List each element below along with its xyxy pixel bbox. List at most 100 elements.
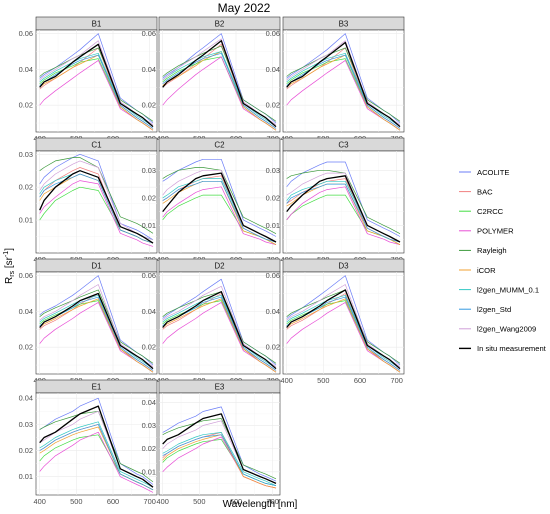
y-tick-label: 0.04 bbox=[142, 65, 156, 74]
legend-label: C2RCC bbox=[477, 207, 504, 216]
panel-plot-area bbox=[158, 29, 281, 133]
panel-strip-label: D1 bbox=[91, 262, 102, 271]
y-tick-label: 0.01 bbox=[19, 216, 33, 225]
series-line-l2gen-mumm-0-1 bbox=[39, 294, 154, 369]
y-tick-label: 0.03 bbox=[266, 166, 280, 175]
series-line-acolite bbox=[162, 158, 277, 237]
series-line-l2gen-std bbox=[162, 434, 277, 487]
series-line-icor bbox=[39, 54, 154, 131]
y-axis-label: Rrs [sr-1] bbox=[3, 248, 16, 284]
series-line-in-situ-measurement bbox=[286, 289, 401, 370]
y-tick-label: 0.03 bbox=[19, 420, 33, 429]
panel-d2: D24005006007000.020.040.06 bbox=[142, 258, 281, 385]
y-tick-label: 0.04 bbox=[19, 307, 33, 316]
y-axis-label-end: ] bbox=[4, 248, 15, 251]
legend-item: In situ measurement bbox=[459, 344, 547, 353]
legend-item: ACOLITE bbox=[459, 168, 510, 177]
y-tick-label: 0.02 bbox=[142, 101, 156, 110]
panel-strip-label: C2 bbox=[214, 141, 225, 150]
y-tick-label: 0.02 bbox=[19, 183, 33, 192]
panel-plot-area bbox=[282, 271, 405, 375]
series-line-rayleigh bbox=[286, 289, 401, 364]
series-line-acolite bbox=[39, 153, 154, 241]
panel-strip-label: C3 bbox=[338, 141, 349, 150]
series-line-rayleigh bbox=[286, 169, 401, 235]
series-line-l2gen-mumm-0-1 bbox=[39, 52, 154, 127]
y-tick-label: 0.04 bbox=[142, 398, 156, 407]
y-tick-label: 0.03 bbox=[142, 166, 156, 175]
y-tick-label: 0.04 bbox=[266, 65, 280, 74]
y-axis-label-sub: rs bbox=[9, 270, 16, 276]
y-tick-label: 0.01 bbox=[19, 472, 33, 481]
legend-item: C2RCC bbox=[459, 207, 504, 216]
series-line-in-situ-measurement bbox=[39, 405, 154, 488]
panel-strip-label: B2 bbox=[215, 20, 225, 29]
y-axis-label-unit: [sr bbox=[4, 256, 15, 271]
x-tick-label: 600 bbox=[230, 497, 242, 506]
series-line-l2gen-mumm-0-1 bbox=[162, 432, 277, 487]
series-line-in-situ-measurement bbox=[39, 43, 154, 128]
y-axis-label-sup: -1 bbox=[3, 251, 10, 257]
series-line-icor bbox=[162, 434, 277, 489]
series-line-rayleigh bbox=[39, 410, 154, 483]
legend-label: l2gen_Wang2009 bbox=[477, 325, 536, 334]
series-line-rayleigh bbox=[39, 157, 154, 234]
y-tick-label: 0.06 bbox=[266, 271, 280, 280]
legend: ACOLITE BAC C2RCC POLYMER Rayleigh iCOR l2gen_… bbox=[459, 168, 547, 353]
legend-label: POLYMER bbox=[477, 227, 514, 236]
series-line-rayleigh bbox=[162, 418, 277, 480]
y-tick-label: 0.06 bbox=[19, 271, 33, 280]
series-line-icor bbox=[286, 298, 401, 373]
legend-label: iCOR bbox=[477, 266, 496, 275]
panel-plot-area bbox=[282, 29, 405, 133]
x-tick-label: 700 bbox=[143, 497, 155, 506]
panel-plot-area bbox=[282, 150, 405, 254]
x-tick-label: 500 bbox=[317, 376, 329, 385]
series-line-acolite bbox=[286, 161, 401, 237]
panel-d1: D14005006007000.020.040.06 bbox=[19, 258, 158, 385]
series-line-l2gen-std bbox=[286, 183, 401, 243]
series-line-polymer bbox=[286, 186, 401, 246]
x-tick-label: 500 bbox=[193, 497, 205, 506]
series-line-in-situ-measurement bbox=[162, 40, 277, 128]
series-line-in-situ-measurement bbox=[162, 291, 277, 370]
series-line-in-situ-measurement bbox=[39, 292, 154, 370]
panel-c2: C24005006007000.010.020.03 bbox=[142, 137, 281, 264]
series-line-in-situ-measurement bbox=[162, 172, 277, 243]
legend-label: l2gen_Std bbox=[477, 305, 511, 314]
legend-item: l2gen_MUMM_0.1 bbox=[459, 285, 539, 294]
series-line-rayleigh bbox=[162, 291, 277, 364]
panel-strip-label: D2 bbox=[214, 262, 225, 271]
x-tick-label: 700 bbox=[266, 497, 278, 506]
y-tick-label: 0.06 bbox=[266, 29, 280, 38]
panels: B1 400 500 600 700 0.02 0.04 0.06 B2 400 500 600 700… bbox=[19, 16, 405, 506]
x-axis-label: Wavelength [nm] bbox=[223, 499, 298, 510]
panel-d3: D3 400 500 600 700 0.02 0.04 0.06 bbox=[266, 258, 405, 385]
y-tick-label: 0.01 bbox=[266, 221, 280, 230]
series-line-polymer bbox=[39, 180, 154, 247]
panel-plot-area bbox=[158, 271, 281, 375]
y-tick-label: 0.06 bbox=[19, 29, 33, 38]
panel-strip-label: B3 bbox=[339, 20, 349, 29]
legend-label: ACOLITE bbox=[477, 168, 510, 177]
y-tick-label: 0.04 bbox=[19, 394, 33, 403]
y-tick-label: 0.02 bbox=[266, 343, 280, 352]
y-tick-label: 0.03 bbox=[142, 421, 156, 430]
y-tick-label: 0.02 bbox=[266, 193, 280, 202]
x-tick-label: 400 bbox=[280, 376, 292, 385]
y-tick-label: 0.02 bbox=[142, 193, 156, 202]
panel-e3: E3 400 500 600 700 0.01 0.02 0.03 0.04 bbox=[142, 379, 281, 506]
panel-strip-label: E3 bbox=[215, 383, 225, 392]
x-tick-label: 400 bbox=[33, 497, 45, 506]
y-tick-label: 0.04 bbox=[266, 307, 280, 316]
series-line-in-situ-measurement bbox=[286, 41, 401, 128]
legend-label: In situ measurement bbox=[477, 344, 547, 353]
series-line-acolite bbox=[39, 397, 154, 485]
x-tick-label: 600 bbox=[354, 376, 366, 385]
x-tick-label: 500 bbox=[70, 497, 82, 506]
panel-plot-area bbox=[158, 150, 281, 254]
series-line-acolite bbox=[162, 406, 277, 482]
legend-label: l2gen_MUMM_0.1 bbox=[477, 285, 539, 294]
series-line-l2gen-std bbox=[286, 54, 401, 129]
